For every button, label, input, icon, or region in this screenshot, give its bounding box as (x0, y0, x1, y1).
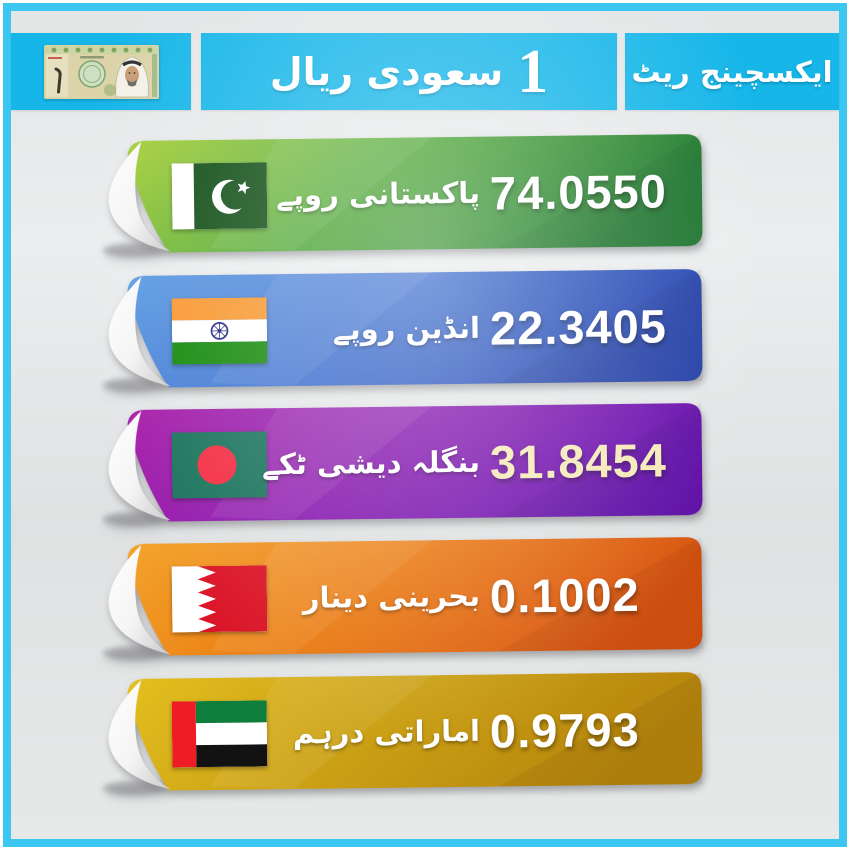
rate-ribbon-row: اماراتی درہم 0.9793 (97, 668, 710, 799)
rate-ribbon-row: بحرینی دینار 0.1002 (97, 533, 710, 664)
rate-value: 0.1002 (489, 567, 641, 623)
currency-name: انڈین روپے (332, 310, 481, 347)
bangladesh-flag (171, 431, 268, 499)
currency-name: بنگلہ دیشی ٹکے (261, 444, 481, 482)
bahrain-flag (171, 565, 268, 633)
rate-ribbon-row: پاکستانی روپے 74.0550 (97, 130, 710, 261)
currency-name: اماراتی درہم (292, 713, 481, 750)
india-flag (171, 297, 268, 365)
rate-value: 74.0550 (489, 163, 668, 220)
rate-ribbon-row: انڈین روپے 22.3405 (97, 265, 710, 396)
poster-frame: 1 سعودی ریال ایکسچینج ریٹ (3, 3, 847, 847)
rate-ribbon-row: بنگلہ دیشی ٹکے 31.8454 (97, 399, 710, 530)
ribbon-banner-shape (102, 536, 703, 660)
currency-name: بحرینی دینار (302, 578, 481, 615)
title-currency: سعودی ریال (269, 49, 504, 94)
rate-value: 31.8454 (489, 432, 668, 489)
header-title-box: 1 سعودی ریال (201, 33, 617, 110)
saudi-riyal-banknote-image (43, 44, 159, 99)
uae-flag (171, 700, 268, 768)
rate-value: 22.3405 (489, 298, 668, 355)
pakistan-flag (171, 162, 268, 230)
currency-name: پاکستانی روپے (275, 175, 481, 213)
header-banknote-box (11, 33, 191, 110)
exchange-rate-label: ایکسچینج ریٹ (631, 54, 833, 89)
rate-value: 0.9793 (489, 702, 641, 758)
rates-list: پاکستانی روپے 74.0550 (11, 11, 839, 839)
header-label-box: ایکسچینج ریٹ (625, 33, 839, 110)
page-title: 1 سعودی ریال (270, 41, 549, 103)
title-amount: 1 (517, 37, 549, 106)
